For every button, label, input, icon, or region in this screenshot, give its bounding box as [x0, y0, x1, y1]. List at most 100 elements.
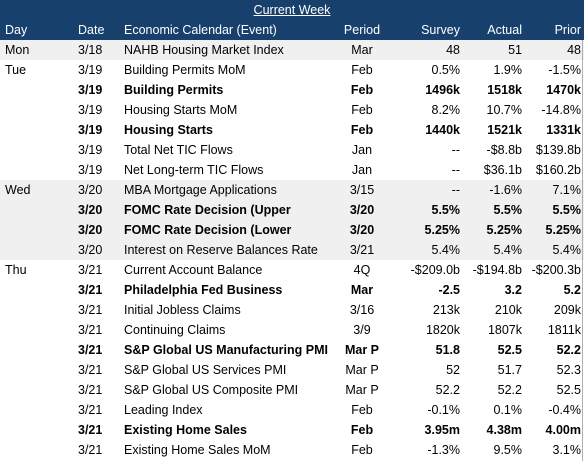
table-row: 3/20 FOMC Rate Decision (Lower 3/20 5.25% 5.… [0, 220, 584, 240]
table-row: 3/20 FOMC Rate Decision (Upper 3/20 5.5% 5.5… [0, 200, 584, 220]
table-row: 3/21 Existing Home Sales Feb 3.95m 4.38m 4.00… [0, 420, 584, 440]
cell-event: Building Permits MoM [124, 63, 246, 77]
cell-date: 3/21 [78, 403, 103, 417]
cell-prior: 5.2 [563, 283, 581, 297]
cell-survey: 213k [432, 303, 460, 317]
cell-prior: $139.8b [535, 143, 581, 157]
cell-day [5, 360, 50, 380]
cell-event: Existing Home Sales [124, 423, 247, 437]
table-row: 3/21 Initial Jobless Claims 3/16 213k 210k 20… [0, 300, 584, 320]
cell-event: S&P Global US Composite PMI [124, 383, 299, 397]
cell-survey: 5.25% [424, 223, 460, 237]
cell-survey: 1440k [425, 123, 460, 137]
cell-prior: 4.00m [545, 423, 581, 437]
cell-date: 3/21 [78, 343, 103, 357]
cell-prior: 209k [553, 303, 581, 317]
cell-actual: 52.2 [497, 383, 522, 397]
cell-event: Housing Starts MoM [124, 103, 238, 117]
cell-date: 3/18 [78, 43, 103, 57]
cell-actual: 5.4% [493, 243, 523, 257]
cell-survey: 1496k [425, 83, 460, 97]
cell-day [5, 220, 50, 240]
cell-prior: $160.2b [535, 163, 581, 177]
cell-actual: 4.38m [486, 423, 522, 437]
cell-day [5, 140, 50, 160]
cell-day: Tue [5, 63, 27, 77]
cell-date: 3/21 [78, 323, 103, 337]
cell-event: Housing Starts [124, 123, 213, 137]
table-row: Wed 3/20 MBA Mortgage Applications 3/15 -- -1… [0, 180, 584, 200]
cell-day [5, 400, 50, 420]
cell-period: 4Q [353, 263, 371, 277]
cell-survey: 52 [446, 363, 460, 377]
cell-actual: -$8.8b [486, 143, 522, 157]
cell-actual: 210k [494, 303, 522, 317]
cell-prior: 52.5 [556, 383, 581, 397]
cell-survey: -0.1% [427, 403, 460, 417]
cell-date: 3/20 [78, 223, 103, 237]
cell-day [5, 340, 50, 360]
table-row: Tue 3/19 Building Permits MoM Feb 0.5% 1.9% -1… [0, 60, 584, 80]
cell-actual: -1.6% [489, 183, 522, 197]
cell-day [5, 280, 50, 300]
cell-prior: -0.4% [548, 403, 581, 417]
cell-day [5, 80, 50, 100]
cell-prior: -1.5% [548, 63, 581, 77]
cell-event: Building Permits [124, 83, 224, 97]
table-row: 3/21 S&P Global US Manufacturing PMI Mar P… [0, 340, 584, 360]
cell-day: Wed [5, 183, 31, 197]
cell-date: 3/20 [78, 243, 103, 257]
cell-survey: -- [451, 163, 460, 177]
header-actual: Actual [487, 23, 522, 37]
table-row: Mon 3/18 NAHB Housing Market Index Mar 48 51 4… [0, 40, 584, 60]
right-border-line [582, 40, 583, 461]
cell-date: 3/20 [78, 203, 103, 217]
cell-period: Mar P [344, 343, 380, 357]
cell-actual: -$194.8b [472, 263, 522, 277]
cell-prior: 5.4% [552, 243, 582, 257]
cell-day [5, 240, 50, 260]
cell-date: 3/21 [78, 423, 103, 437]
table-row: 3/19 Total Net TIC Flows Jan -- -$8.8b $139.8… [0, 140, 584, 160]
cell-day [5, 420, 50, 440]
cell-event: Leading Index [124, 403, 203, 417]
cell-survey: -1.3% [427, 443, 460, 457]
cell-event: Initial Jobless Claims [124, 303, 241, 317]
cell-date: 3/21 [78, 263, 103, 277]
cell-survey: 3.95m [424, 423, 460, 437]
cell-date: 3/19 [78, 83, 103, 97]
cell-event: Philadelphia Fed Business [124, 283, 283, 297]
cell-period: 3/16 [349, 303, 375, 317]
table-row: 3/21 S&P Global US Composite PMI Mar P 52.2… [0, 380, 584, 400]
table-row: 3/19 Housing Starts Feb 1440k 1521k 1331k [0, 120, 584, 140]
cell-date: 3/21 [78, 303, 103, 317]
cell-period: Feb [351, 103, 373, 117]
cell-date: 3/19 [78, 103, 103, 117]
table-row: 3/21 Existing Home Sales MoM Feb -1.3% 9.5% 3… [0, 440, 584, 460]
cell-day [5, 380, 50, 400]
cell-survey: -- [451, 183, 460, 197]
cell-survey: -2.5 [438, 283, 460, 297]
header-event: Economic Calendar (Event) [124, 23, 277, 37]
cell-actual: 51.7 [497, 363, 522, 377]
table-row: 3/21 Leading Index Feb -0.1% 0.1% -0.4% [0, 400, 584, 420]
cell-day [5, 440, 50, 460]
header-row: Day Date Economic Calendar (Event) Perio… [0, 20, 584, 40]
cell-period: 3/20 [349, 223, 375, 237]
cell-actual: 1521k [487, 123, 522, 137]
cell-period: 3/21 [349, 243, 375, 257]
cell-date: 3/19 [78, 163, 103, 177]
cell-day: Thu [5, 263, 27, 277]
cell-event: S&P Global US Manufacturing PMI [124, 343, 328, 357]
cell-actual: 5.5% [493, 203, 523, 217]
cell-event: MBA Mortgage Applications [124, 183, 277, 197]
cell-survey: 8.2% [431, 103, 461, 117]
cell-event: Continuing Claims [124, 323, 226, 337]
cell-survey: 1820k [425, 323, 460, 337]
table-row: 3/21 S&P Global US Services PMI Mar P 52 51.… [0, 360, 584, 380]
cell-actual: 1.9% [493, 63, 523, 77]
cell-event: Current Account Balance [124, 263, 263, 277]
cell-survey: 48 [446, 43, 460, 57]
cell-survey: -- [451, 143, 460, 157]
